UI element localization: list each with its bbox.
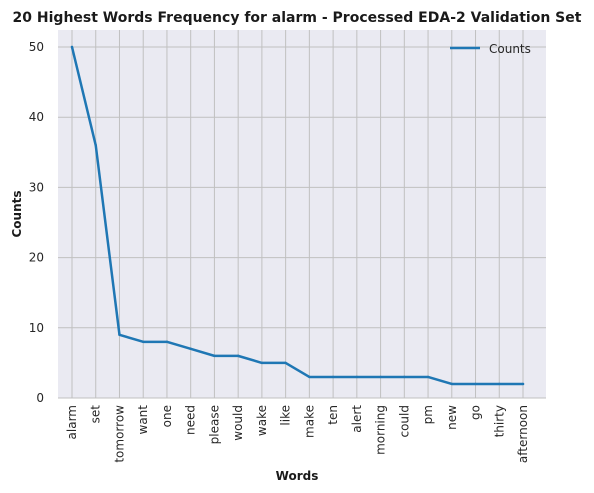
y-tick-label: 40 <box>29 110 44 124</box>
plot-area <box>58 30 546 398</box>
data-point <box>474 382 477 386</box>
x-tick-label: please <box>207 405 221 444</box>
x-tick-label: alarm <box>65 405 79 439</box>
data-point <box>70 45 74 49</box>
data-point <box>165 340 169 344</box>
data-point <box>142 340 145 344</box>
x-tick-label: afternoon <box>516 405 530 463</box>
x-tick-label: want <box>136 405 150 435</box>
data-point <box>379 375 382 379</box>
data-point <box>403 375 406 379</box>
x-tick-label: morning <box>374 405 388 455</box>
data-point <box>308 375 311 379</box>
legend-label: Counts <box>489 42 531 56</box>
x-tick-label: make <box>302 405 316 438</box>
x-tick-labels: alarm set tomorrow want one need please would wa… <box>65 405 530 463</box>
data-point <box>94 144 97 147</box>
y-tick-label: 0 <box>36 391 44 405</box>
x-tick-label: wake <box>255 405 269 436</box>
data-point <box>426 375 430 379</box>
legend: Counts <box>450 42 531 56</box>
x-tick-label: tomorrow <box>112 405 126 463</box>
data-point <box>189 347 192 351</box>
series-layer <box>70 45 525 386</box>
x-tick-label: could <box>397 405 411 438</box>
data-point <box>355 375 359 379</box>
x-axis-label: Words <box>276 469 319 483</box>
x-tick-label: ten <box>326 405 340 425</box>
x-tick-label: new <box>445 405 459 430</box>
y-tick-label: 50 <box>29 40 44 54</box>
y-axis-label: Counts <box>10 190 24 237</box>
y-tick-label: 20 <box>29 251 44 265</box>
y-tick-labels: 0 10 20 30 40 50 <box>29 40 44 405</box>
data-point <box>521 382 525 386</box>
chart-title: 20 Highest Words Frequency for alarm - P… <box>13 10 582 26</box>
data-point <box>498 382 501 386</box>
data-point <box>260 361 264 365</box>
y-tick-label: 30 <box>29 180 44 194</box>
x-tick-label: pm <box>421 405 435 424</box>
data-point <box>331 375 335 379</box>
grid-lines <box>58 30 546 399</box>
data-point <box>284 361 287 365</box>
x-tick-label: like <box>279 405 293 426</box>
data-point <box>213 354 216 358</box>
x-tick-label: go <box>469 405 483 420</box>
x-tick-label: thirty <box>492 405 506 437</box>
x-tick-label: would <box>231 405 245 441</box>
x-tick-label: alert <box>350 405 364 433</box>
y-tick-label: 10 <box>29 321 44 335</box>
x-tick-label: set <box>89 405 103 424</box>
series-line-counts <box>70 45 525 386</box>
data-point <box>450 382 453 386</box>
x-tick-label: need <box>184 405 198 435</box>
x-tick-label: one <box>160 405 174 427</box>
data-point <box>118 333 121 337</box>
data-point <box>236 354 240 358</box>
